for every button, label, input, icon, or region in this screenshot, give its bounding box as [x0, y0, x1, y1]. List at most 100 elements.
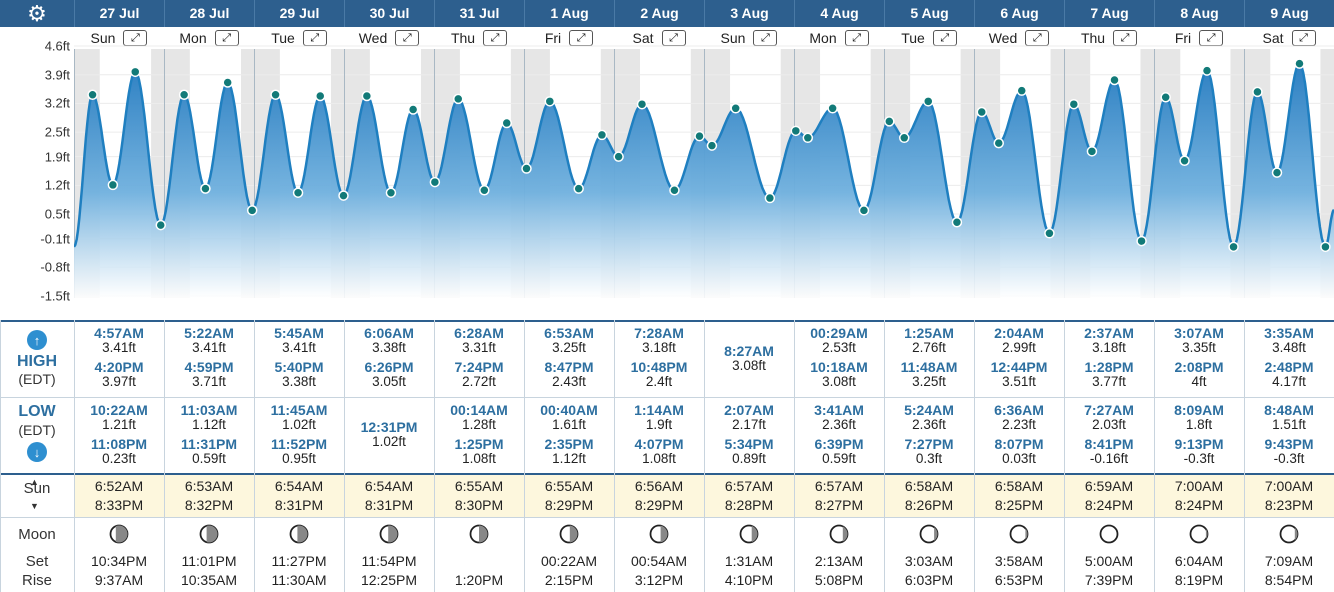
low-tide-time: 4:07PM — [634, 436, 684, 452]
high-tide-height: 3.41ft — [102, 340, 136, 355]
weekday-cell: Tue ⤢ — [884, 27, 974, 49]
sunrise-time: 6:56AM — [634, 478, 684, 494]
moonset-time: 00:22AM — [540, 553, 598, 569]
high-tide-time: 5:45AM — [274, 325, 324, 341]
weekday-label: Sat — [1262, 30, 1284, 46]
high-tide-time: 7:24PM — [454, 359, 504, 375]
weekday-cell: Wed ⤢ — [974, 27, 1064, 49]
high-tide-time: 6:06AM — [364, 325, 414, 341]
high-tide-time: 3:35AM — [1264, 325, 1314, 341]
column-divider — [794, 320, 795, 592]
sunset-time: 8:27PM — [814, 497, 864, 513]
left-border — [0, 320, 1, 592]
moonrise-time: 1:20PM — [454, 572, 504, 588]
moon-phase-icon — [289, 524, 309, 544]
high-tide-point — [315, 90, 326, 102]
settings-gear-icon[interactable]: ⚙ — [0, 0, 74, 27]
low-tide-point — [246, 205, 258, 216]
high-tide-point — [596, 129, 608, 141]
high-tide-height: 3.35ft — [1182, 340, 1216, 355]
high-tide-time: 10:48PM — [630, 359, 688, 375]
high-tide-point — [501, 117, 512, 129]
moonset-time: 10:34PM — [90, 553, 148, 569]
high-tide-point — [178, 89, 190, 101]
sunset-time: 8:25PM — [994, 497, 1044, 513]
high-tide-time: 2:37AM — [1084, 325, 1134, 341]
y-tick-label: 3.2ft — [44, 95, 70, 111]
tide-chart — [74, 45, 1334, 298]
column-divider — [344, 320, 345, 592]
low-tide-point — [1136, 235, 1147, 247]
moonset-time: 2:13AM — [814, 553, 864, 569]
high-tide-time: 6:53AM — [544, 325, 594, 341]
sunrise-time: 6:57AM — [814, 478, 864, 494]
low-tide-point — [200, 183, 211, 194]
high-tide-time: 10:18AM — [810, 359, 868, 375]
low-tide-time: 5:34PM — [724, 436, 774, 452]
expand-day-icon[interactable]: ⤢ — [302, 30, 327, 46]
expand-day-icon[interactable]: ⤢ — [661, 30, 686, 46]
moon-set-label: Set — [25, 553, 49, 570]
moonset-time: 5:00AM — [1084, 553, 1134, 569]
sunset-time: 8:32PM — [184, 497, 234, 513]
moon-phase-icon — [919, 524, 939, 544]
low-tide-time: 11:03AM — [180, 402, 238, 418]
low-tide-height: 1.28ft — [462, 417, 496, 432]
column-divider — [164, 320, 165, 592]
low-tide-height: 1.08ft — [642, 451, 676, 466]
low-tide-height: 0.89ft — [732, 451, 766, 466]
low-tide-time: 11:08PM — [90, 436, 148, 452]
sunset-time: 8:28PM — [724, 497, 774, 513]
sunrise-time: 6:57AM — [724, 478, 774, 494]
y-tick-label: 3.9ft — [44, 67, 70, 83]
low-tide-point — [1320, 241, 1331, 253]
moonrise-time: 9:37AM — [94, 572, 144, 588]
moon-rise-label: Rise — [21, 572, 52, 589]
high-tide-height: 3.08ft — [822, 374, 856, 389]
sunrise-time: 6:58AM — [994, 478, 1044, 494]
low-tide-point — [573, 183, 584, 194]
high-tide-height: 3.41ft — [282, 340, 316, 355]
high-tide-height: 3.51ft — [1002, 374, 1036, 389]
column-divider — [704, 320, 705, 592]
low-tide-point — [706, 140, 718, 151]
sunset-time: 8:24PM — [1084, 497, 1134, 513]
weekday-cell: Tue ⤢ — [254, 27, 344, 49]
high-tide-time: 8:27AM — [724, 343, 774, 359]
date-label: 1 Aug — [524, 0, 614, 27]
low-tide-height: 0.95ft — [282, 451, 316, 466]
weekday-label: Thu — [450, 30, 476, 46]
low-tide-point — [613, 151, 624, 162]
high-tide-height: 3.38ft — [372, 340, 406, 355]
high-tide-time: 6:28AM — [454, 325, 504, 341]
sunrise-time: 6:53AM — [184, 478, 234, 494]
weekday-label: Mon — [809, 30, 837, 46]
expand-day-icon[interactable]: ⤢ — [569, 30, 594, 46]
sunrise-time: 6:58AM — [904, 478, 954, 494]
moon-phase-icon — [1009, 524, 1029, 544]
date-label: 29 Jul — [254, 0, 344, 27]
high-tide-point — [694, 130, 705, 142]
low-tide-height: 1.51ft — [1272, 417, 1306, 432]
low-tide-time: 11:52PM — [270, 436, 328, 452]
high-tide-time: 1:25AM — [904, 325, 954, 341]
low-down-arrow-icon[interactable]: ↓ — [27, 442, 47, 462]
high-tide-time: 5:40PM — [274, 359, 324, 375]
low-tide-point — [1086, 146, 1098, 157]
high-up-arrow-icon[interactable]: ↑ — [27, 330, 47, 350]
moonrise-time: 11:30AM — [271, 572, 327, 588]
high-tide-point — [1294, 58, 1305, 69]
high-tide-time: 4:57AM — [94, 325, 144, 341]
moon-phase-icon — [739, 524, 759, 544]
expand-day-icon[interactable]: ⤢ — [844, 30, 869, 46]
column-divider — [884, 320, 885, 592]
column-divider — [1154, 320, 1155, 592]
high-tide-height: 2.43ft — [552, 374, 586, 389]
weekday-label: Sun — [720, 30, 746, 46]
high-tide-point — [361, 90, 373, 102]
date-label: 28 Jul — [164, 0, 254, 27]
column-divider — [254, 320, 255, 592]
weekday-label: Mon — [179, 30, 207, 46]
moon-rule — [0, 517, 1334, 518]
low-tide-height: 1.8ft — [1185, 417, 1213, 432]
